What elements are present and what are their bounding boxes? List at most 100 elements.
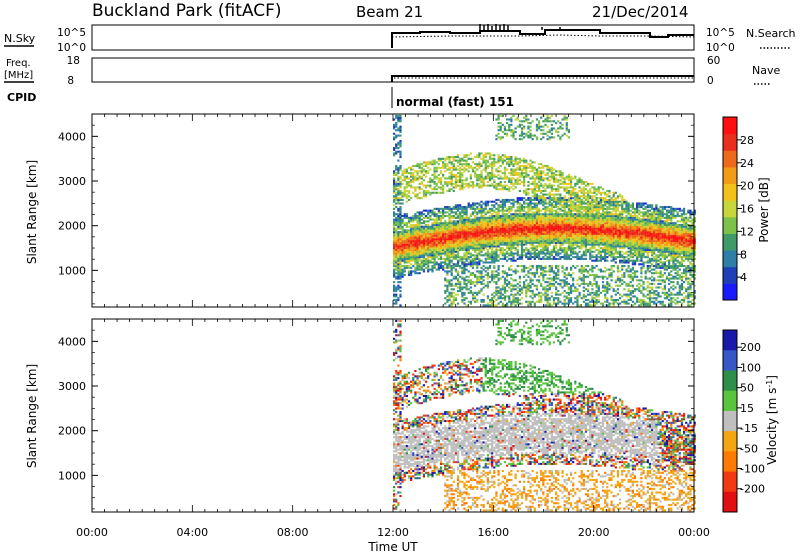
- power-cell: [461, 214, 464, 218]
- power-cell: [420, 181, 423, 184]
- power-cell: [478, 254, 481, 257]
- power-cell: [559, 214, 562, 218]
- power-cell: [529, 277, 532, 280]
- power-cell: [520, 138, 524, 141]
- power-cell: [501, 220, 504, 223]
- power-cell: [499, 243, 502, 246]
- power-cell: [461, 182, 464, 185]
- power-cell: [456, 161, 460, 164]
- power-cell: [578, 225, 581, 228]
- power-cell: [463, 245, 466, 248]
- power-cell: [593, 198, 596, 201]
- power-cell: [529, 129, 532, 132]
- power-cell: [399, 143, 402, 146]
- power-cell: [576, 295, 579, 298]
- power-cell: [520, 238, 524, 241]
- power-cell: [512, 220, 515, 223]
- power-cell: [523, 270, 526, 273]
- power-cell: [467, 238, 470, 241]
- power-cell: [420, 229, 423, 232]
- power-cell: [461, 238, 464, 241]
- power-cell: [574, 214, 577, 218]
- power-cell: [488, 225, 492, 228]
- power-cell: [548, 191, 551, 194]
- power-cell: [544, 211, 547, 214]
- power-cell: [422, 234, 426, 237]
- power-cell: [482, 218, 485, 221]
- power-cell: [410, 166, 413, 169]
- power-cell: [397, 257, 400, 260]
- power-cell: [456, 223, 460, 226]
- power-cell: [401, 231, 404, 234]
- power-cell: [537, 173, 541, 176]
- power-cell: [491, 207, 494, 210]
- power-cell: [463, 268, 466, 271]
- power-cell: [491, 223, 494, 226]
- power-cell: [550, 229, 553, 232]
- power-cell: [439, 229, 443, 232]
- power-cell: [591, 236, 594, 239]
- power-cell: [569, 184, 573, 187]
- power-cell: [395, 238, 398, 241]
- power-cell: [516, 257, 519, 260]
- power-cell: [495, 218, 498, 221]
- power-cell: [461, 247, 464, 250]
- power-cell: [393, 234, 396, 237]
- power-cell: [410, 273, 413, 277]
- power-cell: [427, 243, 430, 246]
- power-cell: [527, 118, 530, 121]
- power-cell: [550, 206, 553, 209]
- power-cell: [446, 232, 449, 235]
- power-cell: [574, 193, 577, 196]
- power-cell: [429, 229, 432, 232]
- power-cell: [469, 291, 472, 294]
- power-cell: [582, 300, 585, 303]
- power-cell: [416, 265, 419, 268]
- power-cell: [576, 239, 579, 243]
- power-cell: [533, 302, 536, 305]
- power-cell: [510, 268, 513, 271]
- power-cell: [444, 241, 447, 244]
- power-cell: [535, 214, 539, 218]
- power-cell: [561, 243, 564, 246]
- power-cell: [491, 225, 494, 228]
- power-cell: [454, 166, 458, 169]
- power-cell: [555, 223, 558, 226]
- power-cell: [540, 245, 543, 248]
- power-cell: [576, 279, 579, 282]
- power-cell: [427, 259, 430, 262]
- power-cell: [442, 241, 445, 244]
- power-cell: [591, 282, 594, 285]
- power-cell: [555, 243, 558, 246]
- power-cell: [529, 204, 532, 207]
- power-cell: [405, 189, 408, 193]
- power-cell: [427, 166, 430, 169]
- power-cell: [559, 238, 562, 241]
- power-cell: [446, 263, 449, 266]
- power-cell: [565, 256, 568, 259]
- power-cell: [497, 290, 500, 293]
- power-cell: [429, 232, 432, 235]
- power-cell: [452, 243, 455, 246]
- power-cell: [405, 256, 408, 259]
- power-cell: [474, 216, 477, 219]
- power-cell: [410, 168, 413, 171]
- power-cell: [550, 254, 553, 257]
- power-cell: [525, 288, 528, 291]
- power-cell: [548, 129, 551, 132]
- power-cell: [550, 248, 553, 252]
- power-cell: [520, 225, 524, 228]
- power-cell: [516, 234, 519, 237]
- power-cell: [410, 256, 413, 259]
- power-cell: [450, 229, 453, 232]
- power-cell: [418, 238, 421, 241]
- power-cell: [459, 284, 462, 287]
- power-cell: [454, 220, 458, 223]
- power-cell: [563, 214, 566, 218]
- power-cell: [424, 257, 428, 260]
- power-cell: [593, 282, 596, 285]
- power-cell: [514, 157, 517, 160]
- power-cell: [439, 232, 443, 235]
- power-cell: [399, 145, 402, 148]
- power-cell: [559, 243, 562, 246]
